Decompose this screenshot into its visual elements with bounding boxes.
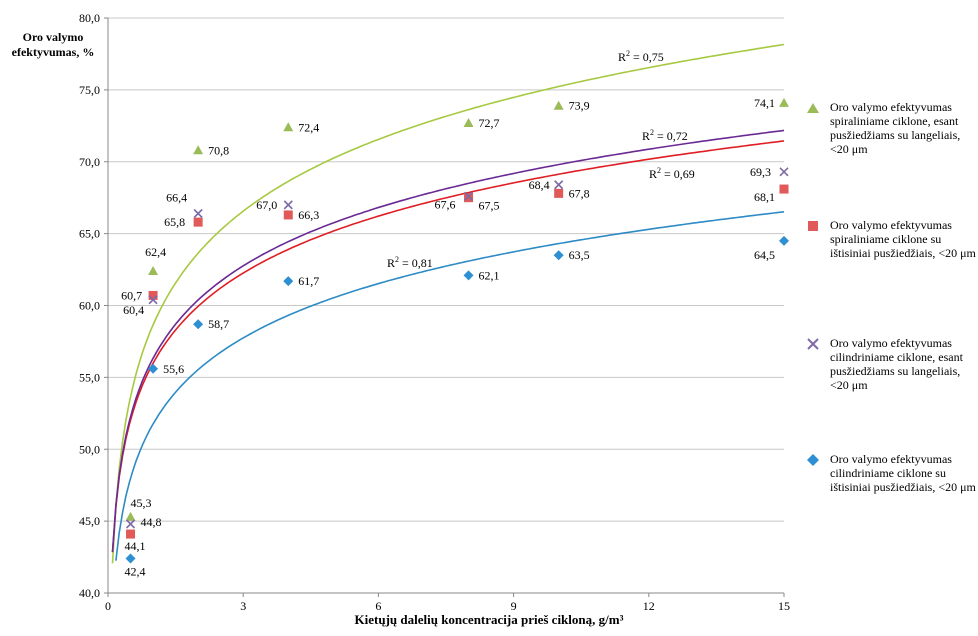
x-tick-label: 6 (375, 599, 381, 613)
data-point-series-4 (125, 553, 136, 564)
data-label: 58,7 (208, 317, 229, 331)
data-label: 68,1 (754, 190, 775, 204)
data-point-series-4 (779, 235, 789, 246)
y-tick-label: 65,0 (79, 227, 100, 241)
data-label: 63,5 (569, 248, 590, 262)
data-point-series-1 (283, 122, 294, 132)
data-label: 70,8 (208, 143, 229, 157)
data-label: 67,8 (569, 186, 590, 200)
data-point-series-4 (283, 276, 294, 287)
data-point-series-3 (125, 519, 136, 529)
data-point-series-3 (283, 200, 293, 210)
x-tick-label: 15 (778, 599, 790, 613)
legend-label: Oro valymo efektyvumas spiraliniame cikl… (830, 218, 976, 260)
data-label: 69,3 (750, 165, 771, 179)
data-label: 67,6 (435, 197, 456, 211)
data-point-series-4 (148, 363, 159, 374)
data-label: 62,4 (145, 245, 166, 259)
r2-label-series-2: R2 = 0,72 (642, 128, 688, 143)
data-label: 65,8 (164, 215, 185, 229)
legend-label: Oro valymo efektyvumas spiraliniame cikl… (830, 100, 961, 156)
data-label: 67,0 (256, 198, 277, 212)
x-tick-label: 12 (643, 599, 655, 613)
r2-label-series-3: R2 = 0,69 (649, 166, 695, 181)
data-label: 44,1 (125, 539, 146, 553)
x-tick-label: 0 (105, 599, 111, 613)
data-point-series-2 (148, 290, 158, 300)
y-tick-label: 40,0 (79, 586, 100, 600)
data-label: 73,9 (569, 99, 590, 113)
data-label: 55,6 (163, 362, 184, 376)
data-label: 67,5 (479, 199, 500, 213)
y-tick-label: 80,0 (79, 11, 100, 25)
y-tick-label: 45,0 (79, 514, 100, 528)
data-point-series-2 (193, 217, 203, 227)
trendline-series-1 (111, 43, 785, 564)
y-tick-label: 70,0 (79, 155, 100, 169)
r2-label-series-4: R2 = 0,81 (387, 255, 433, 270)
data-point-series-3 (779, 167, 789, 177)
data-point-series-2 (126, 529, 136, 539)
data-point-series-3 (463, 191, 474, 201)
trendline-series-3 (111, 129, 785, 553)
data-point-series-2 (779, 184, 789, 194)
data-label: 61,7 (298, 274, 319, 288)
data-point-series-1 (193, 145, 204, 155)
data-point-series-4 (553, 250, 564, 261)
data-point-series-3 (193, 208, 203, 219)
data-label: 62,1 (479, 268, 500, 282)
y-tick-label: 50,0 (79, 442, 100, 456)
y-axis-title: Oro valymo efektyvumas, % (11, 30, 95, 59)
x-tick-label: 9 (511, 599, 517, 613)
data-point-series-4 (463, 270, 474, 281)
data-point-series-1 (463, 117, 474, 127)
data-point-series-2 (554, 188, 564, 198)
data-label: 64,5 (754, 248, 775, 262)
data-point-series-3 (148, 295, 158, 305)
legend-label: Oro valymo efektyvumas cilindriniame cik… (830, 336, 963, 392)
x-tick-label: 3 (240, 599, 246, 613)
x-axis-title: Kietųjų dalelių koncentracija prieš cikl… (354, 612, 624, 627)
y-tick-label: 55,0 (79, 370, 100, 384)
data-label: 68,4 (529, 178, 550, 192)
x-marker-icon (807, 338, 819, 350)
data-point-series-2 (283, 210, 293, 220)
legend-label: Oro valymo efektyvumas cilindriniame cik… (830, 452, 976, 494)
y-tick-label: 60,0 (79, 299, 100, 313)
trendline-series-4 (115, 211, 785, 561)
square-marker-icon (808, 221, 818, 231)
data-label: 72,4 (298, 120, 319, 134)
data-point-series-4 (193, 319, 204, 330)
data-label: 74,1 (754, 96, 775, 110)
data-label: 72,7 (479, 116, 500, 130)
data-label: 44,8 (141, 515, 162, 529)
data-point-series-1 (779, 97, 789, 107)
data-label: 45,3 (131, 496, 152, 510)
y-tick-label: 75,0 (79, 83, 100, 97)
data-label: 60,4 (123, 303, 144, 317)
data-point-series-3 (554, 180, 564, 190)
data-point-series-1 (553, 100, 564, 110)
diamond-marker-icon (807, 454, 819, 466)
data-label: 66,3 (298, 208, 319, 222)
data-label: 42,4 (125, 565, 146, 579)
r2-label-series-1: R2 = 0,75 (618, 49, 664, 64)
data-point-series-1 (125, 511, 136, 521)
data-point-series-2 (464, 193, 474, 203)
data-label: 60,7 (121, 288, 142, 302)
data-point-series-1 (148, 266, 159, 275)
trendline-series-2 (111, 140, 785, 553)
data-label: 66,4 (166, 191, 187, 205)
triangle-marker-icon (807, 103, 819, 113)
